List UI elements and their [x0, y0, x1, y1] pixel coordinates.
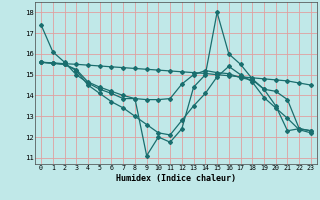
- X-axis label: Humidex (Indice chaleur): Humidex (Indice chaleur): [116, 174, 236, 183]
